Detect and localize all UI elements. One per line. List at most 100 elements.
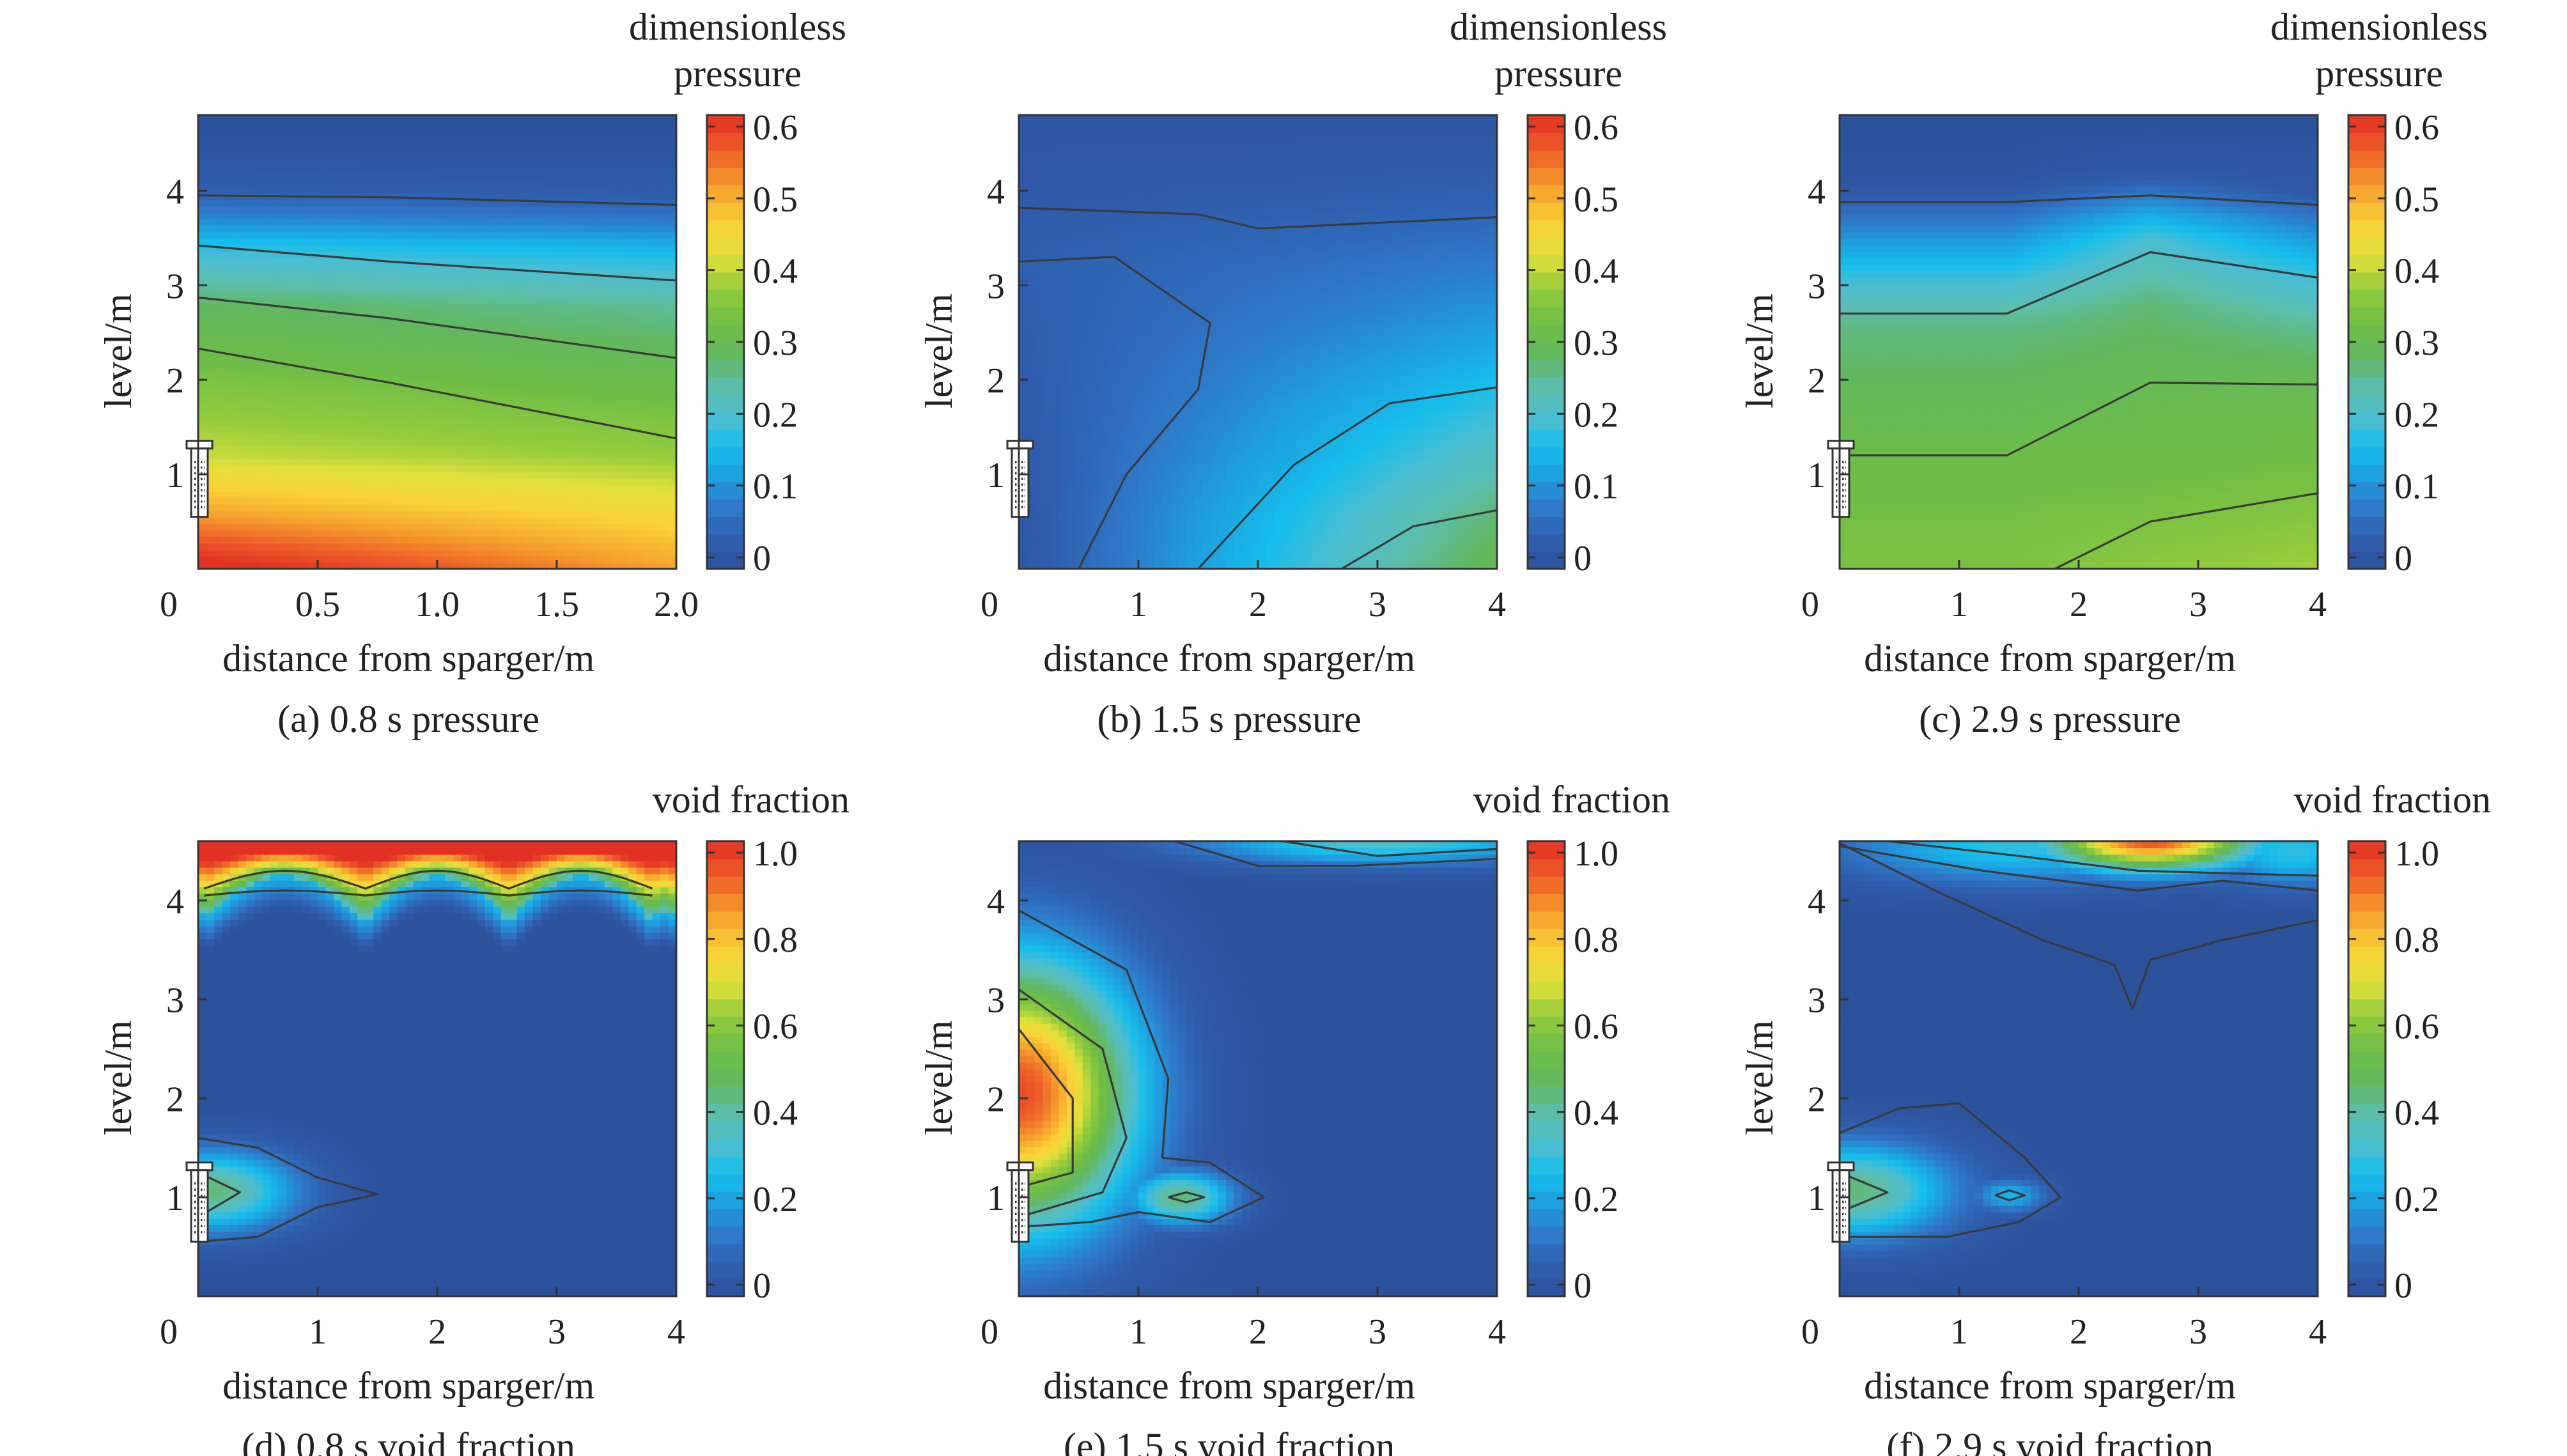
colorbar-tick-label: 0.5 [2394,180,2439,219]
x-axis-label: distance from sparger/m [1043,1365,1415,1407]
colorbar-tick-label: 0.4 [2394,1094,2439,1133]
contour-line [1019,988,1128,1218]
x-axis-label: distance from sparger/m [1864,637,2236,679]
contour-line [1019,909,1265,1228]
panel-caption: (d) 0.8 s void fraction [242,1425,575,1456]
colorbar: 0 0.1 0.2 0.3 0.4 0.5 0.6 [1526,108,1618,578]
contour-line [198,1136,379,1243]
y-tick-label: 1 [1808,456,1826,495]
y-tick-label: 3 [987,981,1005,1021]
x-tick-label: 1 [1950,585,1968,624]
contour-line [1840,842,2318,1011]
x-axis-label: distance from sparger/m [1043,637,1415,679]
x-axis-label: distance from sparger/m [222,637,594,679]
sparger-icon [1827,1161,1855,1243]
colorbar-tick-label: 0.4 [753,1094,798,1133]
y-tick-label: 4 [987,882,1005,922]
y-tick-label: 4 [166,172,184,212]
y-tick-label: 1 [166,1179,184,1218]
x-tick-label: 1 [1950,1312,1968,1352]
x-tick-label: 4 [1488,1312,1506,1352]
x-tick-label: 1 [309,1312,327,1352]
colorbar-tick-label: 0.4 [2394,252,2439,291]
panel-e: 1 2 3 4 0 1 2 3 4 distance from sparger/m level/m (… [918,778,1670,1456]
colorbar-tick-label: 1.0 [2394,834,2439,874]
colorbar-tick-label: 0.2 [2394,395,2439,435]
contour-line [1840,1172,1889,1213]
y-tick-label: 2 [1808,361,1826,401]
contour-line [1019,1028,1074,1189]
x-tick-label: 1.5 [534,585,579,624]
contour-line [1168,1191,1206,1204]
x-tick-label: 4 [667,1312,685,1352]
colorbar-title: dimensionless [629,6,846,48]
x-tick-label: 1.0 [415,585,460,624]
y-tick-label: 2 [166,361,184,401]
x-axis-label: distance from sparger/m [1864,1365,2236,1407]
colorbar-tick-label: 0.2 [1574,1180,1618,1220]
x-tick-label: 4 [1488,585,1506,624]
x-tick-label: 0 [981,585,998,624]
contour-line [1887,841,2318,877]
contour-line [1282,841,1497,857]
colorbar: 0 0.2 0.4 0.6 0.8 1.0 [706,834,798,1306]
contour-line [1341,509,1497,569]
x-tick-label: 2 [1249,1312,1267,1352]
panel-a: 1 2 3 4 0 0.5 1.0 1.5 2.0 distance from sparger/m… [97,6,846,740]
colorbar-tick-label: 1.0 [1574,834,1618,874]
contour-line [198,1172,241,1218]
colorbar-tick-label: 0.2 [2394,1180,2439,1220]
y-axis-label: level/m [918,293,960,408]
heatmap-field [1019,115,1497,569]
contour-lines [1019,206,1497,569]
x-tick-label: 3 [1369,585,1386,624]
colorbar: 0 0.1 0.2 0.3 0.4 0.5 0.6 [706,108,798,578]
colorbar-title: void fraction [1473,778,1670,821]
y-tick-label: 3 [987,267,1005,306]
y-tick-label: 4 [1808,882,1826,922]
sparger-icon [185,440,213,518]
colorbar-title: pressure [1494,52,1622,95]
colorbar-tick-label: 0 [1574,1266,1592,1306]
x-tick-label: 1 [1129,1312,1147,1352]
panel-caption: (c) 2.9 s pressure [1919,698,2181,740]
colorbar-tick-label: 0.4 [753,252,798,291]
contour-lines [1840,194,2318,569]
contour-line [203,869,653,890]
y-tick-label: 3 [1808,267,1826,306]
panel-f: 1 2 3 4 0 1 2 3 4 distance from sparger/m level/m (… [1739,778,2491,1456]
colorbar-tick-label: 0 [753,539,771,578]
contour-line [204,889,653,897]
colorbar-tick-label: 0.8 [753,920,798,960]
y-tick-label: 4 [166,882,184,922]
heatmap-field [198,841,676,1296]
colorbar-tick-label: 0.1 [1574,467,1618,507]
colorbar: 0 0.1 0.2 0.3 0.4 0.5 0.6 [2347,108,2439,578]
colorbar-tick-label: 0.1 [2394,467,2439,507]
colorbar-tick-label: 0 [2394,539,2412,578]
colorbar-tick-label: 0 [1574,539,1592,578]
y-axis-label: level/m [1739,1020,1781,1135]
colorbar-title: dimensionless [2270,6,2488,48]
sparger-icon [1827,440,1855,518]
colorbar-tick-label: 0.2 [753,1180,798,1220]
colorbar-tick-label: 0 [2394,1266,2412,1306]
x-tick-label: 3 [2189,1312,2207,1352]
y-tick-label: 2 [1808,1080,1826,1119]
y-tick-label: 3 [166,267,184,306]
colorbar-tick-label: 0.8 [2394,920,2439,960]
y-tick-label: 3 [1808,981,1826,1021]
sparger-icon [1006,440,1034,518]
y-tick-label: 2 [166,1080,184,1119]
x-tick-label: 0 [160,1312,178,1352]
x-tick-label: 2 [428,1312,446,1352]
x-tick-label: 0 [1801,585,1819,624]
heatmap-field [1840,115,2318,569]
x-tick-label: 3 [2189,585,2207,624]
y-tick-label: 1 [987,456,1005,495]
x-tick-label: 0 [981,1312,998,1352]
contour-line [1994,1189,2026,1202]
panel-caption: (a) 0.8 s pressure [277,698,539,740]
heatmap-field [198,115,676,569]
